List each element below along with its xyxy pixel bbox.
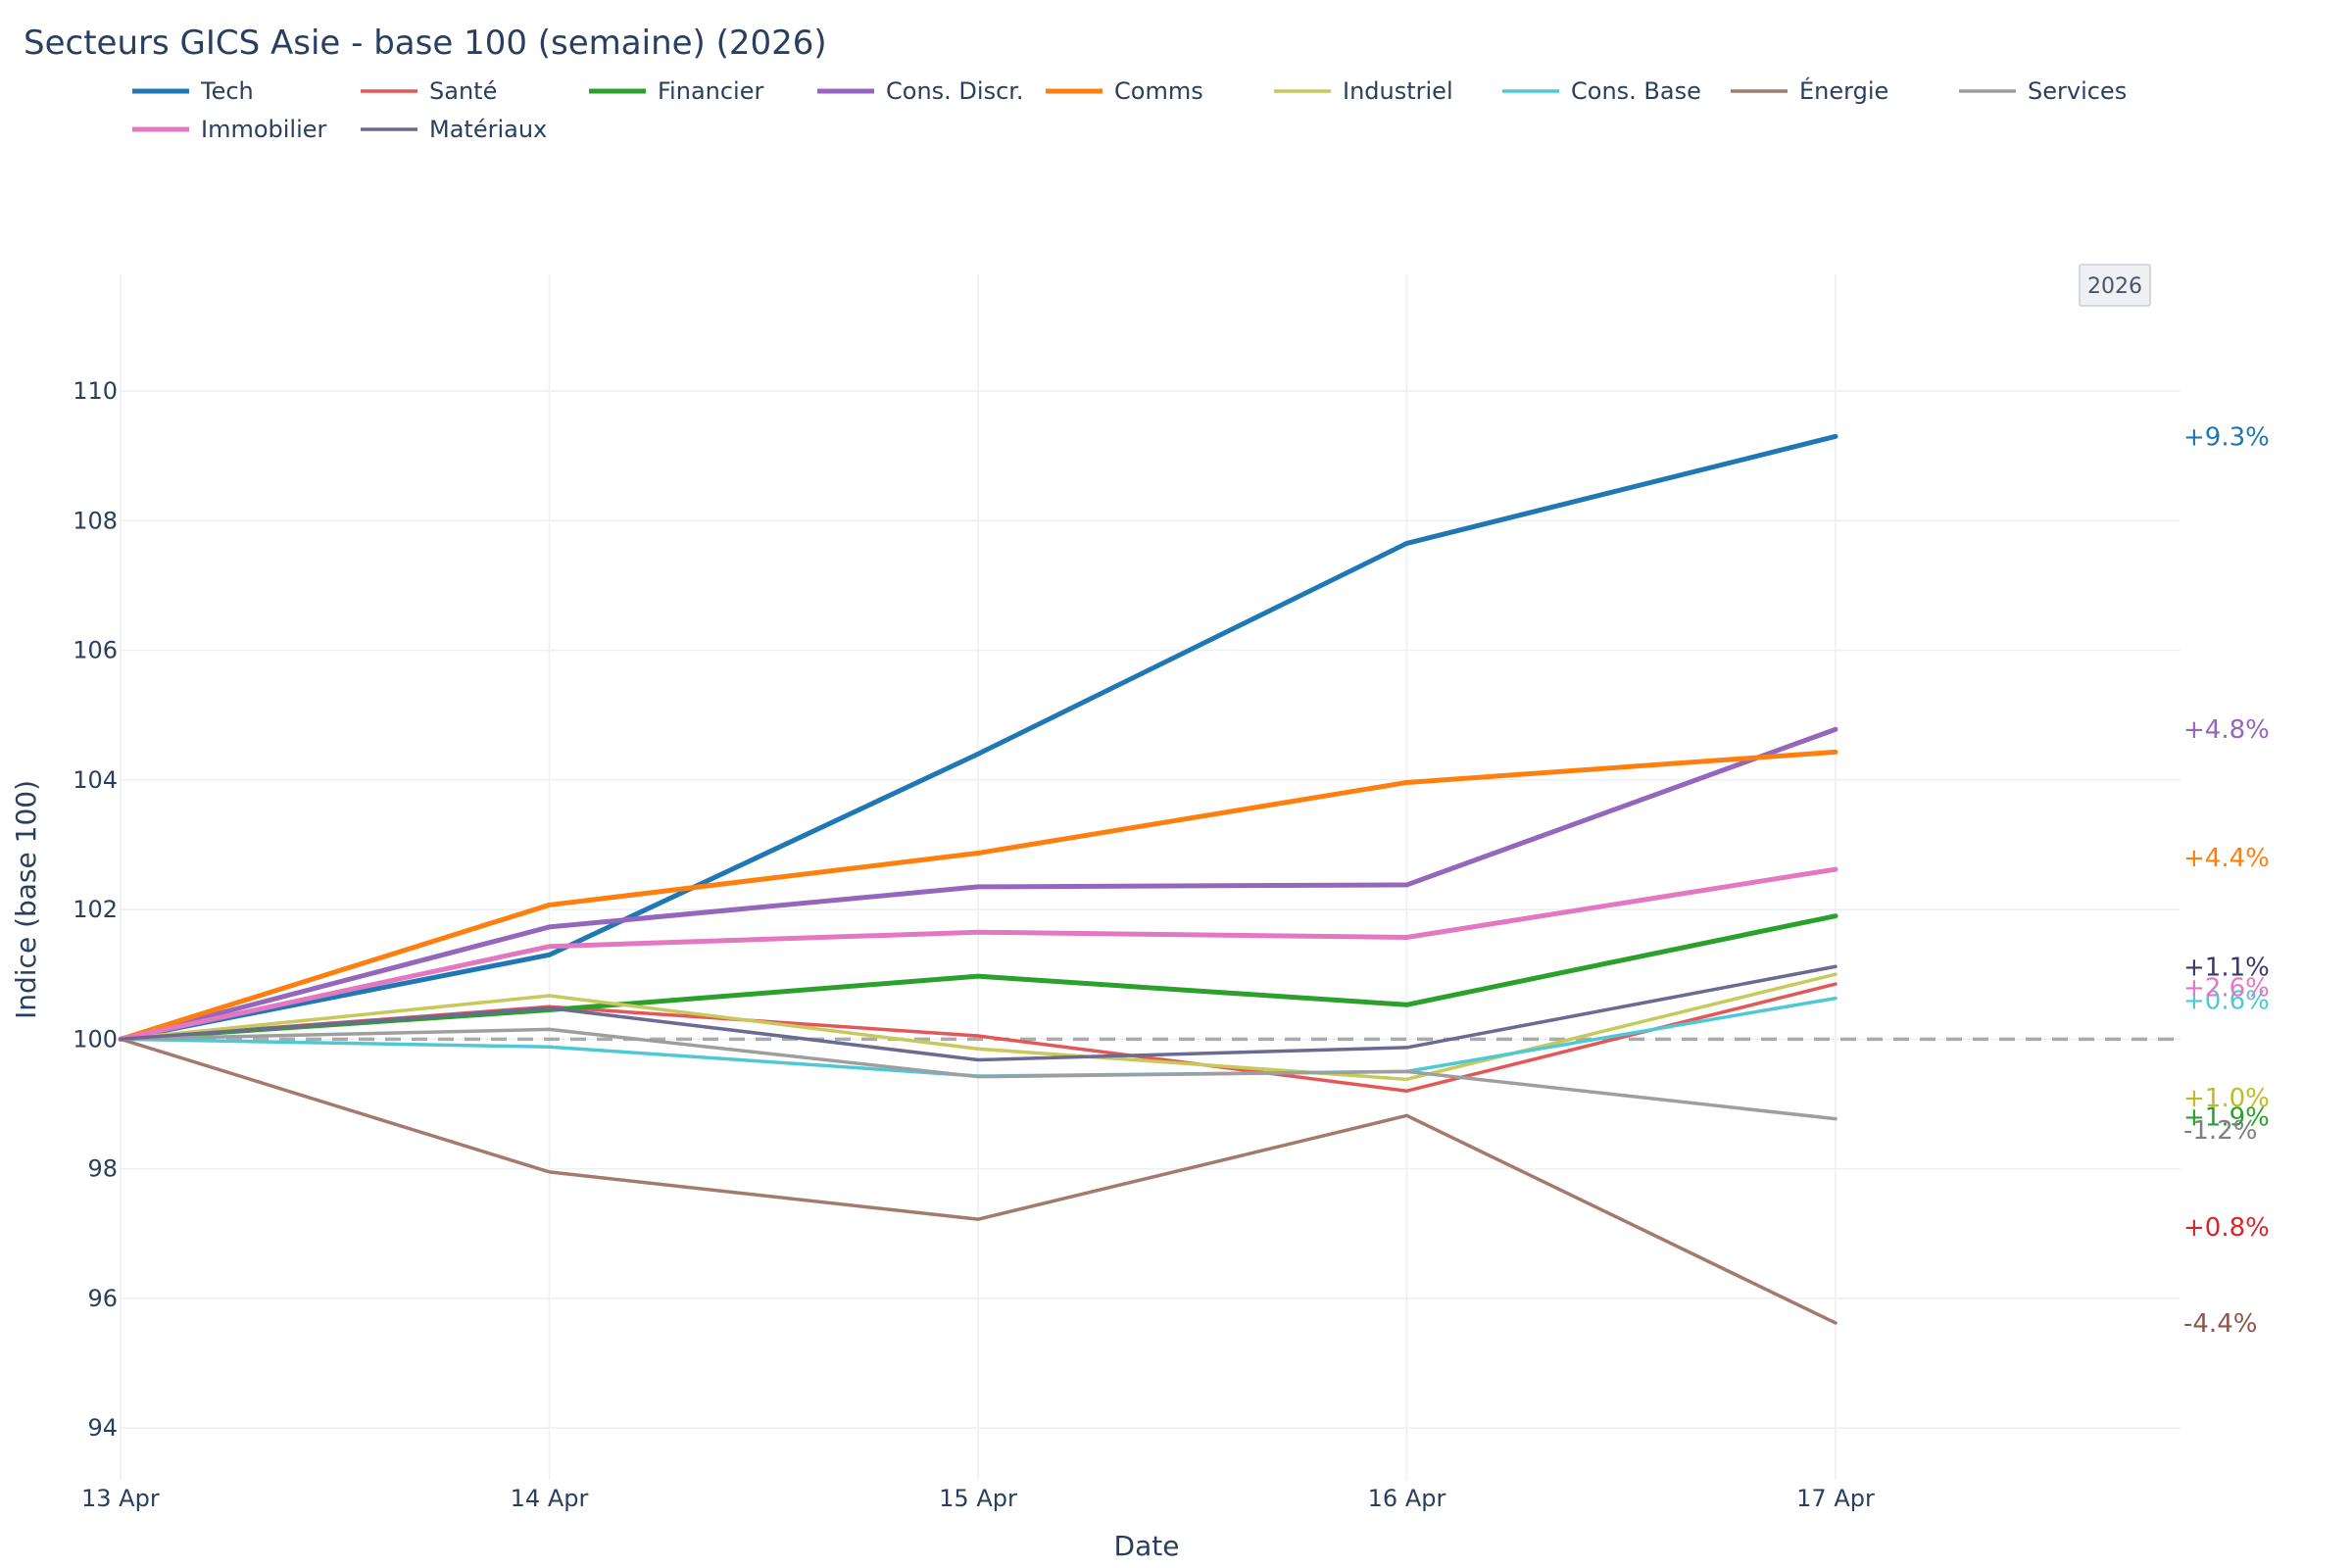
series-line-energie	[119, 1037, 1838, 1325]
end-label-sante: +0.8%	[2183, 1213, 2270, 1243]
y-tick-label: 108	[73, 507, 118, 534]
series-line-cons-discr	[118, 726, 1838, 1042]
end-label-cons-base: +0.6%	[2183, 987, 2270, 1016]
legend-label: Comms	[1114, 77, 1203, 105]
series-line-immobilier	[118, 866, 1838, 1042]
series-line-comms	[118, 749, 1838, 1042]
end-label-comms: +4.4%	[2183, 844, 2270, 873]
legend-item-materiaux[interactable]: Matériaux	[361, 116, 547, 143]
x-tick-label: 16 Apr	[1368, 1485, 1446, 1512]
legend[interactable]: Tech Santé Financier Cons. Discr. Comms Indus…	[132, 76, 2127, 143]
x-tick-label: 17 Apr	[1796, 1485, 1875, 1512]
x-tick-label: 13 Apr	[81, 1485, 160, 1512]
y-tick-label: 102	[73, 896, 118, 923]
x-tick-label: 15 Apr	[939, 1485, 1017, 1512]
end-label-energie: -4.4%	[2183, 1309, 2257, 1339]
legend-label: Santé	[429, 77, 497, 105]
end-label-financier: +1.9%	[2183, 1103, 2270, 1133]
legend-label: Cons. Base	[1571, 77, 1701, 105]
legend-label: Industriel	[1343, 77, 1453, 105]
chart-title: Secteurs GICS Asie - base 100 (semaine) …	[24, 24, 827, 63]
legend-item-sante[interactable]: Santé	[361, 77, 497, 105]
end-label-immobilier: +2.6%	[2183, 973, 2270, 1003]
end-labels: +9.3% +0.8% +1.9% +4.8% +4.4% +1.0% +0.6% -4.4%…	[2183, 422, 2270, 1339]
legend-item-immobilier[interactable]: Immobilier	[132, 116, 327, 143]
legend-label: Services	[2028, 77, 2127, 105]
end-label-materiaux: +1.1%	[2183, 953, 2270, 982]
legend-label: Tech	[200, 77, 254, 105]
legend-item-industriel[interactable]: Industriel	[1274, 77, 1453, 105]
series-line-services	[119, 1027, 1838, 1121]
year-badge-label: 2026	[2087, 274, 2142, 299]
legend-label: Financier	[658, 77, 763, 105]
year-badge: 2026	[2079, 264, 2151, 307]
legend-item-comms[interactable]: Comms	[1046, 77, 1203, 105]
legend-label: Cons. Discr.	[886, 77, 1024, 105]
legend-label: Matériaux	[429, 116, 547, 143]
y-tick-label: 94	[87, 1414, 118, 1442]
series-line-industriel	[119, 972, 1838, 1082]
y-tick-label: 100	[73, 1025, 118, 1053]
y-axis-ticks: 94 96 98 100 102 104 106 108 110	[73, 377, 118, 1442]
series-line-tech	[118, 433, 1838, 1042]
y-tick-label: 98	[87, 1155, 118, 1183]
x-axis-title: Date	[1114, 1530, 1180, 1562]
end-label-cons-discr: +4.8%	[2183, 715, 2270, 745]
y-tick-label: 96	[87, 1285, 118, 1312]
series-line-materiaux	[119, 964, 1838, 1062]
x-axis-ticks: 13 Apr 14 Apr 15 Apr 16 Apr 17 Apr	[81, 1485, 1875, 1512]
end-label-services: -1.2%	[2183, 1116, 2257, 1146]
y-axis-title: Indice (base 100)	[10, 780, 42, 1019]
grid	[120, 274, 2180, 1480]
legend-item-financier[interactable]: Financier	[589, 77, 763, 105]
y-tick-label: 104	[73, 766, 118, 794]
end-label-tech: +9.3%	[2183, 422, 2270, 452]
legend-item-services[interactable]: Services	[1959, 77, 2127, 105]
legend-item-cons-discr[interactable]: Cons. Discr.	[817, 77, 1024, 105]
legend-label: Énergie	[1799, 76, 1888, 105]
legend-item-cons-base[interactable]: Cons. Base	[1502, 77, 1701, 105]
legend-label: Immobilier	[201, 116, 327, 143]
legend-item-energie[interactable]: Énergie	[1731, 76, 1888, 105]
end-label-industriel: +1.0%	[2183, 1084, 2270, 1113]
x-tick-label: 14 Apr	[511, 1485, 589, 1512]
y-tick-label: 106	[73, 637, 118, 664]
legend-item-tech[interactable]: Tech	[132, 77, 254, 105]
y-tick-label: 110	[73, 377, 118, 405]
series-lines	[118, 433, 1838, 1325]
